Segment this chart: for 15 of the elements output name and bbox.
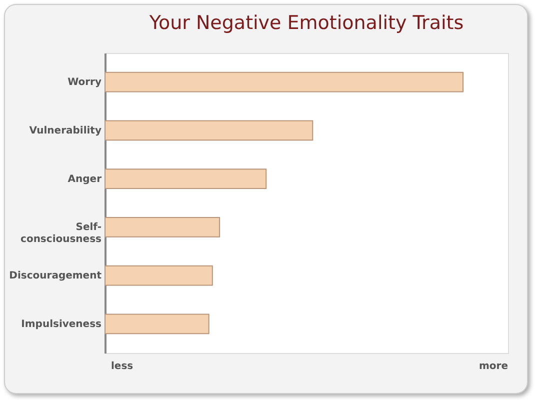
y-tick-label: Vulnerability bbox=[29, 125, 102, 136]
chart-title: Your Negative Emotionality Traits bbox=[148, 12, 464, 34]
y-tick-label: Discouragement bbox=[9, 270, 102, 282]
bar bbox=[104, 72, 464, 92]
bar bbox=[104, 314, 210, 334]
y-tick-label: Impulsiveness bbox=[21, 318, 102, 330]
bar bbox=[104, 265, 213, 286]
text: less bbox=[111, 361, 134, 372]
text: more bbox=[478, 361, 508, 372]
y-tick-label: Worry bbox=[68, 77, 102, 88]
y-tick-label: Self-consciousness bbox=[20, 222, 102, 246]
bar bbox=[104, 217, 220, 238]
y-tick-label: Anger bbox=[68, 174, 102, 185]
bar bbox=[104, 168, 267, 189]
bar bbox=[104, 120, 314, 141]
